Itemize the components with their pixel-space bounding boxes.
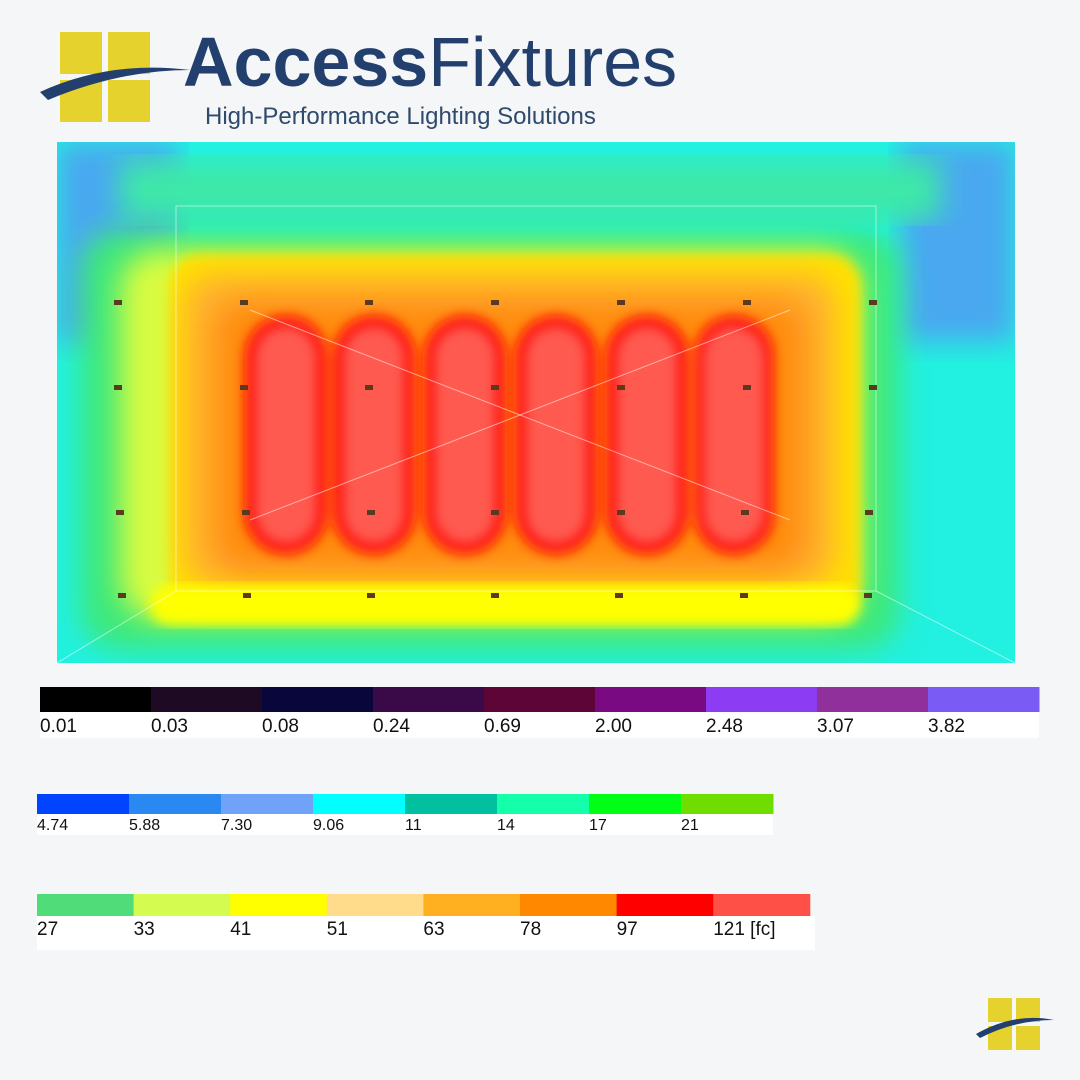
legend-label: 63: [423, 919, 444, 940]
legend-label: 21: [681, 817, 699, 834]
legend-swatch: [589, 794, 682, 814]
legend-label: 14: [497, 817, 515, 834]
legend-swatch: [595, 687, 707, 712]
legend-swatch: [129, 794, 222, 814]
legend-swatch: [37, 794, 130, 814]
legend-label: 0.69: [484, 716, 521, 737]
legend-label: 33: [134, 919, 155, 940]
legend-swatch: [520, 894, 618, 916]
legend-label-band: [37, 814, 773, 835]
legend-swatch: [221, 794, 314, 814]
brand-name-regular: Fixtures: [428, 23, 677, 101]
legend-label: 0.01: [40, 716, 77, 737]
legend-swatch: [37, 894, 135, 916]
legend-label-band: [40, 712, 1039, 738]
legend-swatch: [706, 687, 818, 712]
legend-swatch: [817, 687, 929, 712]
legend-label: 121 [fc]: [713, 919, 775, 940]
legend-label: 3.82: [928, 716, 965, 737]
legend-label: 27: [37, 919, 58, 940]
legend-swatch: [484, 687, 596, 712]
legend-label: 0.08: [262, 716, 299, 737]
legend-label: 2.48: [706, 716, 743, 737]
small-logo: [976, 998, 1054, 1050]
legend-swatch: [133, 894, 231, 916]
legend-swatch: [681, 794, 774, 814]
legend-label: 0.03: [151, 716, 188, 737]
tagline: High-Performance Lighting Solutions: [205, 103, 596, 130]
legend-swatch: [713, 894, 811, 916]
legend-swatch: [405, 794, 498, 814]
legend-label: 11: [405, 817, 422, 834]
legend-swatch: [616, 894, 714, 916]
legend-swatch: [497, 794, 590, 814]
legend-label: 7.30: [221, 817, 252, 834]
legend-label: 2.00: [595, 716, 632, 737]
legend-swatch: [151, 687, 263, 712]
legend-label: 78: [520, 919, 541, 940]
legend-label: 3.07: [817, 716, 854, 737]
legend-label: 97: [617, 919, 638, 940]
legend-swatch: [262, 687, 374, 712]
brand-name: AccessFixtures: [183, 23, 677, 101]
legend-swatch: [313, 794, 406, 814]
legend-label-band: [37, 916, 815, 950]
legend-swatch: [373, 687, 485, 712]
logo: [40, 32, 190, 122]
legend-label: 4.74: [37, 817, 68, 834]
legend-label: 17: [589, 817, 607, 834]
legend-label: 5.88: [129, 817, 160, 834]
legend-swatch: [326, 894, 424, 916]
legend-label: 9.06: [313, 817, 344, 834]
heat-map: [57, 142, 1015, 663]
legend-swatch: [230, 894, 328, 916]
brand-name-bold: Access: [183, 23, 428, 101]
legend-swatch: [40, 687, 152, 712]
legend-swatch: [423, 894, 521, 916]
legend-label: 41: [230, 919, 251, 940]
legend-label: 0.24: [373, 716, 410, 737]
legend-swatch: [928, 687, 1040, 712]
legend: 0.01 0.03 0.08 0.24 0.69 2.00 2.48 3.07 3.82 4.74…: [37, 687, 1040, 950]
legend-label: 51: [327, 919, 348, 940]
